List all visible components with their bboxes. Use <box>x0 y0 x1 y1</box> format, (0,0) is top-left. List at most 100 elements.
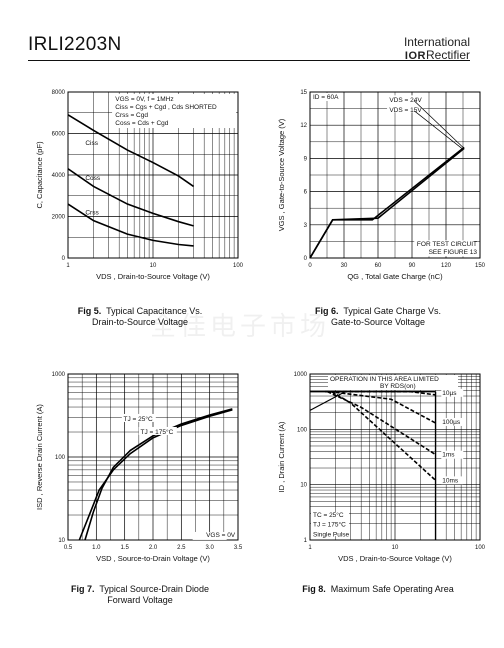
x-tick-label: 1 <box>308 545 312 551</box>
fig8-caption: Fig 8. Maximum Safe Operating Area <box>268 584 488 595</box>
y-tick-label: 8000 <box>52 90 66 96</box>
brand-line1: International <box>403 35 470 49</box>
test-note-2: SEE FIGURE 13 <box>429 249 478 256</box>
pulse-label-bg <box>441 476 464 485</box>
fig6-label: Fig 6. <box>315 306 339 316</box>
series-label: Crss <box>85 209 99 216</box>
operation-note-bg <box>328 375 458 390</box>
series-line-1 <box>329 390 436 424</box>
series-label: Ciss <box>85 140 98 147</box>
y-tick-label: 0 <box>62 256 66 262</box>
x-tick-label: 2.0 <box>149 545 158 551</box>
gate-charge-chart: 0 30 60 90 120 150 0 3 6 9 12 15 QG , Total Gate Cha… <box>277 90 486 281</box>
y-tick-label: 10 <box>58 538 65 544</box>
pulse-label: 10µs <box>442 390 457 397</box>
x-tick-label: 120 <box>441 263 452 269</box>
leader-line <box>414 100 464 148</box>
fig7-title: Typical Source-Drain Diode <box>99 584 209 594</box>
fig7-label: Fig 7. <box>71 584 95 594</box>
operation-note-1: OPERATION IN THIS AREA LIMITED <box>330 376 439 383</box>
y-tick-label: 100 <box>55 455 66 461</box>
pulse-label-bg <box>441 388 464 397</box>
vds24-annotation: VDS = 24V <box>389 97 422 104</box>
series-line-2 <box>67 203 194 247</box>
y-axis-label: ISD , Reverse Drain Current (A) <box>35 404 44 510</box>
fig6-subtitle: Gate-to-Source Voltage <box>330 317 426 327</box>
y-axis-label: VGS , Gate-to-Source Voltage (V) <box>277 118 286 231</box>
pulse-label-bg <box>441 450 464 459</box>
y-tick-label: 1 <box>304 538 308 544</box>
x-tick-label: 1.0 <box>92 545 101 551</box>
pulse-annotation: Single Pulse <box>313 532 350 539</box>
x-tick-label: 100 <box>233 263 244 269</box>
pulse-label: 10ms <box>442 477 459 484</box>
series-line-1 <box>84 408 233 541</box>
y-tick-label: 100 <box>297 427 308 433</box>
y-tick-label: 10 <box>300 483 307 489</box>
conditions-bg <box>311 512 349 537</box>
tj-annotation: TJ = 175°C <box>313 521 346 529</box>
tj25-annotation: TJ = 25°C <box>124 415 153 423</box>
fig6-title: Typical Gate Charge Vs. <box>343 306 441 316</box>
y-tick-label: 3 <box>304 223 308 229</box>
condition-text: VGS = 0V, f = 1MHz <box>115 96 173 103</box>
x-tick-label: 1.5 <box>120 545 129 551</box>
y-tick-label: 6000 <box>52 132 66 138</box>
x-axis-label: QG , Total Gate Charge (nC) <box>347 272 443 281</box>
fig5-caption: Fig 5. Typical Capacitance Vs. Drain-to-… <box>30 306 250 328</box>
y-tick-label: 4000 <box>52 173 66 179</box>
leader-line <box>414 110 463 149</box>
series-line-2 <box>327 390 436 456</box>
y-tick-label: 15 <box>300 90 307 96</box>
x-tick-label: 2.5 <box>177 545 186 551</box>
vgs-annotation: VGS = 0V <box>206 532 236 539</box>
condition-text: Crss = Cgd <box>115 112 148 119</box>
part-number: IRLI2203N <box>28 34 122 55</box>
tj175-bg <box>138 426 177 435</box>
series-label: Coss <box>85 175 101 182</box>
vds15-annotation: VDS = 15V <box>389 107 422 114</box>
x-tick-label: 100 <box>475 545 486 551</box>
x-tick-label: 3.0 <box>205 545 214 551</box>
vds-label-bg <box>387 95 424 113</box>
tj175-annotation: TJ = 175°C <box>141 428 174 436</box>
header-rule <box>28 60 470 61</box>
y-tick-label: 6 <box>304 190 308 196</box>
safe-operating-area-chart: 1 10 100 1 10 100 1000 VDS , Drain-to-Source Vo… <box>277 372 486 563</box>
x-tick-label: 0 <box>308 263 312 269</box>
y-tick-label: 1000 <box>294 372 308 378</box>
x-tick-label: 150 <box>475 263 486 269</box>
conditions-box <box>112 94 236 128</box>
fig7-caption: Fig 7. Typical Source-Drain Diode Forwar… <box>30 584 250 606</box>
fig5-title: Typical Capacitance Vs. <box>106 306 203 316</box>
fig8-label: Fig 8. <box>302 584 326 594</box>
y-tick-label: 1000 <box>52 372 66 378</box>
series-line-0 <box>78 409 233 541</box>
y-tick-label: 0 <box>304 256 308 262</box>
x-tick-label: 30 <box>341 263 348 269</box>
test-note-1: FOR TEST CIRCUIT <box>417 241 477 248</box>
x-tick-label: 10 <box>392 545 399 551</box>
tj25-bg <box>121 413 156 422</box>
y-tick-label: 9 <box>304 156 308 162</box>
pulse-label-bg <box>441 417 464 426</box>
fig6-caption: Fig 6. Typical Gate Charge Vs. Gate-to-S… <box>268 306 488 328</box>
test-note-bg <box>414 240 475 257</box>
operation-note-2: BY RDS(on) <box>380 383 416 390</box>
pulse-label: 100µs <box>442 419 461 426</box>
fig5-label: Fig 5. <box>77 306 102 316</box>
brand-ior: IOR <box>404 50 426 62</box>
series-line-3 <box>331 390 437 481</box>
series-line-0 <box>67 114 195 188</box>
plot-frame <box>67 373 239 541</box>
rds-on-line <box>309 391 346 411</box>
diode-forward-chart: 0.5 1.0 1.5 2.0 2.5 3.0 3.5 10 100 1000 VSD , Sour… <box>35 372 243 563</box>
brand-line2: Rectifier <box>425 48 470 62</box>
y-axis-label: C, Capacitance (pF) <box>35 141 44 209</box>
brand-logo: International IORRectifier <box>404 36 470 63</box>
pulse-label: 1ms <box>442 452 455 459</box>
condition-text: Coss = Cds + Cgd <box>115 120 168 127</box>
id-label-bg <box>311 93 339 101</box>
x-tick-label: 1 <box>66 263 70 269</box>
plot-frame <box>309 373 481 541</box>
